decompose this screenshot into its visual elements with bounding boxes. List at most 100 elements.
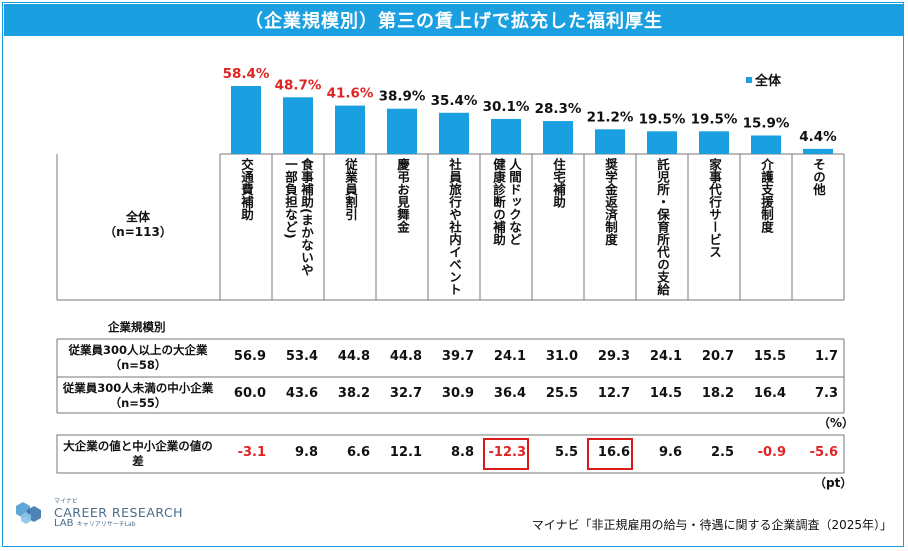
diff-cell: 6.6 xyxy=(346,445,370,460)
bar xyxy=(699,131,729,154)
source-citation: マイナビ「非正規雇用の給与・待遇に関する企業調査（2025年）」 xyxy=(531,518,892,532)
table-cell: 29.3 xyxy=(597,349,630,364)
diff-cell: -0.9 xyxy=(757,445,786,460)
bar-value-label: 35.4% xyxy=(431,93,478,109)
category-label-text: 食事補助(まかないや 一部負担など) xyxy=(283,158,314,277)
table-cell: 12.7 xyxy=(597,386,630,401)
table-cell: 14.5 xyxy=(649,386,682,401)
table-cell: 39.7 xyxy=(441,349,474,364)
diff-cell: -3.1 xyxy=(237,445,266,460)
table-cell: 30.9 xyxy=(441,386,474,401)
category-label: 奨学金返済制度 xyxy=(584,158,636,296)
category-label: 交通費補助 xyxy=(220,158,272,296)
bar-value-label: 15.9% xyxy=(743,115,790,131)
category-label-text: 慶弔お見舞金 xyxy=(395,158,410,233)
category-label-text: 奨学金返済制度 xyxy=(603,158,618,246)
category-label-text: その他 xyxy=(811,158,826,196)
bar-value-label: 30.1% xyxy=(483,99,530,115)
bar xyxy=(335,105,365,154)
category-label-text: 家事代行サービス xyxy=(707,158,722,258)
bar-value-label: 48.7% xyxy=(275,77,322,93)
table-cell: 24.1 xyxy=(493,349,526,364)
table-cell: 15.5 xyxy=(753,349,786,364)
unit-pt: （pt） xyxy=(814,476,853,490)
row-label-small-companies: 従業員300人未満の中小企業 （n=55） xyxy=(62,381,214,410)
bar xyxy=(439,112,469,154)
bar xyxy=(647,131,677,154)
category-label: 介護支援制度 xyxy=(740,158,792,296)
unit-percent: （%） xyxy=(818,416,855,430)
bar-value-label: 38.9% xyxy=(379,89,426,105)
logo-sub-text: キャリアリサーチLab xyxy=(76,521,136,528)
diff-cell: 9.8 xyxy=(294,445,318,460)
row-label-large-companies: 従業員300人以上の大企業 （n=58） xyxy=(68,343,208,372)
category-label-text: 社員旅行や社内イベント xyxy=(447,158,462,296)
table-cell: 18.2 xyxy=(701,386,734,401)
bar xyxy=(595,129,625,154)
legend-label: 全体 xyxy=(755,74,782,89)
diff-cell: 2.5 xyxy=(710,445,734,460)
table-cell: 16.4 xyxy=(753,386,786,401)
highlight-box xyxy=(483,438,529,470)
category-label-text: 人間ドックなど 健康診断の補助 xyxy=(491,158,522,246)
row-label-difference: 大企業の値と中小企業の値の 差 xyxy=(63,439,213,468)
table-cell: 38.2 xyxy=(337,386,370,401)
bar xyxy=(283,97,313,154)
table-cell: 25.5 xyxy=(545,386,578,401)
diff-cell: 9.6 xyxy=(658,445,682,460)
overall-sample-label: 全体 （n=113） xyxy=(104,210,172,239)
category-label-text: 住宅補助 xyxy=(551,158,566,208)
table-cell: 60.0 xyxy=(233,386,266,401)
category-label: 従業員割引 xyxy=(324,158,376,296)
category-label: 食事補助(まかないや 一部負担など) xyxy=(272,158,324,296)
bar-value-label: 19.5% xyxy=(639,111,686,127)
bar xyxy=(751,135,781,154)
bar-value-label: 41.6% xyxy=(327,86,374,102)
table-cell: 20.7 xyxy=(701,349,734,364)
bar-value-label: 58.4% xyxy=(223,66,270,82)
legend: 全体 xyxy=(746,70,781,89)
bar-value-label: 4.4% xyxy=(799,129,837,145)
bar-value-label: 19.5% xyxy=(691,111,738,127)
chart-title: （企業規模別）第三の賃上げで拡充した福利厚生 xyxy=(4,4,904,36)
diff-cell: -12.3 xyxy=(488,445,526,460)
diff-cell: 12.1 xyxy=(389,445,422,460)
table-cell: 56.9 xyxy=(233,349,266,364)
diff-cell: 16.6 xyxy=(597,445,630,460)
category-label: 慶弔お見舞金 xyxy=(376,158,428,296)
legend-swatch xyxy=(746,76,752,83)
category-label-text: 託児所・保育所代の支給 xyxy=(655,158,670,296)
table-cell: 7.3 xyxy=(814,386,838,401)
category-label: 人間ドックなど 健康診断の補助 xyxy=(480,158,532,296)
category-label: 家事代行サービス xyxy=(688,158,740,296)
category-label-text: 従業員割引 xyxy=(343,158,358,221)
table-cell: 43.6 xyxy=(285,386,318,401)
diff-cell: 5.5 xyxy=(554,445,578,460)
career-research-lab-logo: マイナビ CAREER RESEARCH LAB キャリアリサーチLab xyxy=(14,496,183,530)
table-cell: 36.4 xyxy=(493,386,526,401)
diff-cell: -5.6 xyxy=(809,445,838,460)
table-cell: 53.4 xyxy=(285,349,318,364)
category-label-text: 介護支援制度 xyxy=(759,158,774,233)
category-label: 託児所・保育所代の支給 xyxy=(636,158,688,296)
highlight-box xyxy=(587,438,633,470)
bar xyxy=(387,108,417,154)
table-cell: 31.0 xyxy=(545,349,578,364)
bar-value-label: 28.3% xyxy=(535,101,582,117)
section-label-company-size: 企業規模別 xyxy=(108,320,166,334)
bar xyxy=(543,121,573,154)
bar-value-label: 21.2% xyxy=(587,109,634,125)
bar xyxy=(803,148,833,154)
logo-icon xyxy=(16,502,41,524)
category-label: その他 xyxy=(792,158,844,296)
table-cell: 32.7 xyxy=(389,386,422,401)
bar xyxy=(491,118,521,154)
category-label-text: 交通費補助 xyxy=(239,158,254,221)
bar xyxy=(231,86,261,154)
table-cell: 1.7 xyxy=(814,349,838,364)
category-label: 社員旅行や社内イベント xyxy=(428,158,480,296)
category-label: 住宅補助 xyxy=(532,158,584,296)
table-cell: 44.8 xyxy=(389,349,422,364)
